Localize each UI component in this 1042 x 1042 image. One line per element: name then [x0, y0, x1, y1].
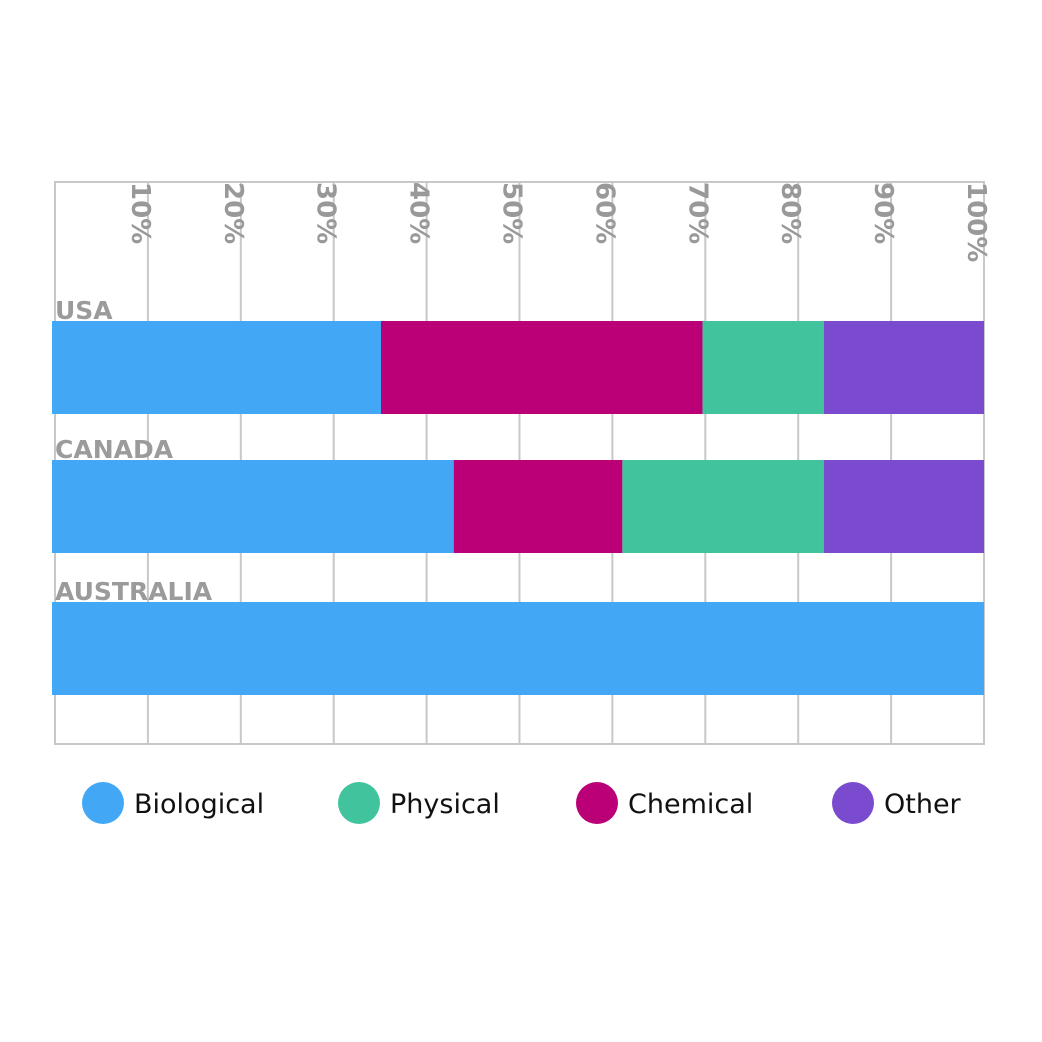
x-tick-label: 70%: [682, 182, 712, 244]
category-label: AUSTRALIA: [55, 577, 213, 606]
bars: [52, 321, 984, 695]
legend-label-chemical: Chemical: [628, 789, 753, 820]
x-axis-ticks: 10% 20% 30% 40% 50% 60% 70% 80% 90% 100%: [125, 182, 991, 262]
x-tick-label: 60%: [589, 182, 619, 244]
legend-label-other: Other: [884, 789, 962, 820]
bar-segment-biological-usa: [52, 321, 381, 414]
legend-marker-other: [832, 782, 874, 824]
bar-segment-biological-australia: [52, 602, 984, 695]
bar-segment-other-canada: [823, 460, 984, 553]
bar-segment-physical-usa: [702, 321, 824, 414]
bar-segment-physical-canada: [622, 460, 824, 553]
x-tick-label: 40%: [404, 182, 434, 244]
x-tick-label: 100%: [961, 182, 991, 262]
x-tick-label: 80%: [775, 182, 805, 244]
bar-segment-biological-canada: [52, 460, 454, 553]
x-tick-label: 90%: [868, 182, 898, 244]
x-tick-label: 50%: [497, 182, 527, 244]
x-tick-label: 30%: [311, 182, 341, 244]
x-tick-label: 10%: [125, 182, 155, 244]
category-label: CANADA: [55, 435, 174, 464]
legend-marker-biological: [82, 782, 124, 824]
bar-segment-chemical-usa: [380, 321, 703, 414]
x-tick-label: 20%: [218, 182, 248, 244]
legend: Biological Physical Chemical Other: [82, 782, 962, 824]
legend-marker-physical: [338, 782, 380, 824]
legend-label-physical: Physical: [390, 789, 500, 820]
category-label: USA: [55, 296, 113, 325]
bar-segment-other-usa: [823, 321, 984, 414]
legend-label-biological: Biological: [134, 789, 264, 820]
category-labels: USA CANADA AUSTRALIA: [55, 296, 213, 606]
bar-segment-chemical-canada: [453, 460, 623, 553]
legend-marker-chemical: [576, 782, 618, 824]
